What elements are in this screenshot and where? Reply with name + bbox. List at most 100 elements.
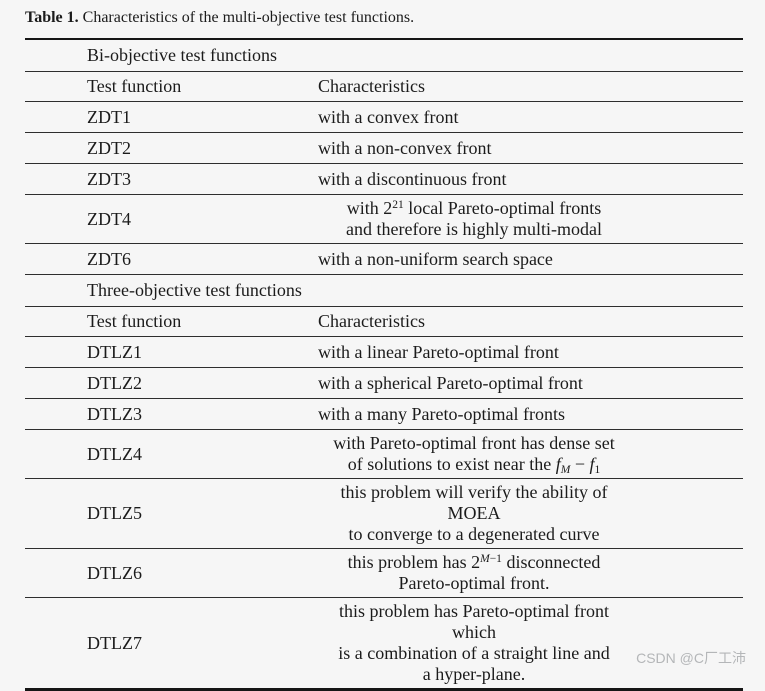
text-line: with a non-convex front xyxy=(318,138,743,159)
superscript-text: −1 xyxy=(489,553,502,565)
subscript-text: 1 xyxy=(594,464,601,476)
characteristics-cell: with a many Pareto-optimal fronts xyxy=(318,404,743,425)
text-segment: local Pareto-optimal fronts xyxy=(403,198,602,218)
text-segment: with a discontinuous front xyxy=(318,168,507,189)
text-segment: disconnected xyxy=(501,552,601,572)
column-header-characteristics-text: Characteristics xyxy=(318,311,425,331)
text-segment: with 2 xyxy=(346,198,393,218)
table-row: DTLZ6 this problem has 2M−1 disconnected P… xyxy=(25,549,743,598)
test-function-name: ZDT2 xyxy=(87,137,131,158)
characteristics-text: with a discontinuous front xyxy=(318,169,743,190)
table-caption-text: Characteristics of the multi-objective t… xyxy=(78,9,415,26)
text-line: and therefore is highly multi-modal xyxy=(318,219,630,240)
characteristics-text: with a non-uniform search space xyxy=(318,249,743,270)
text-segment: with a non-uniform search space xyxy=(318,248,553,269)
text-segment: of solutions to exist near the xyxy=(347,454,556,474)
table-row: ZDT2 with a non-convex front xyxy=(25,133,743,164)
text-line: with a discontinuous front xyxy=(318,169,743,190)
section-header-row: Three-objective test functions xyxy=(25,275,743,307)
characteristics-cell: with a discontinuous front xyxy=(318,169,743,190)
column-header-characteristics-text: Characteristics xyxy=(318,76,425,96)
characteristics-cell: this problem will verify the ability of … xyxy=(318,482,743,545)
column-header-characteristics: Characteristics xyxy=(318,76,743,97)
test-function-name: DTLZ1 xyxy=(87,341,142,362)
characteristics-text: with a spherical Pareto-optimal front xyxy=(318,373,743,394)
text-line: with a many Pareto-optimal fronts xyxy=(318,404,743,425)
characteristics-text: with 221 local Pareto-optimal fronts and … xyxy=(318,198,630,240)
text-line: with a convex front xyxy=(318,107,743,128)
test-function-name: ZDT1 xyxy=(87,106,131,127)
text-line: with Pareto-optimal front has dense set xyxy=(318,433,630,454)
text-segment: is a combination of a straight line and xyxy=(338,643,610,663)
characteristics-cell: with a non-convex front xyxy=(318,138,743,159)
text-line: with a non-uniform search space xyxy=(318,249,743,270)
characteristics-cell: with Pareto-optimal front has dense set o… xyxy=(318,433,743,476)
text-line: this problem will verify the ability of … xyxy=(318,482,630,524)
characteristics-text: with a many Pareto-optimal fronts xyxy=(318,404,743,425)
test-function-name: DTLZ4 xyxy=(87,443,142,464)
test-function-name: DTLZ5 xyxy=(87,503,142,523)
characteristics-cell: with 221 local Pareto-optimal fronts and … xyxy=(318,198,743,240)
characteristics-text: with a convex front xyxy=(318,107,743,128)
text-segment: with a spherical Pareto-optimal front xyxy=(318,372,583,393)
test-function-name: ZDT4 xyxy=(87,208,131,229)
table-row: ZDT1 with a convex front xyxy=(25,102,743,133)
characteristics-cell: with a linear Pareto-optimal front xyxy=(318,342,743,363)
table-caption-label: Table 1. xyxy=(25,9,79,26)
table-row: ZDT3 with a discontinuous front xyxy=(25,164,743,195)
test-function-name: DTLZ3 xyxy=(87,403,142,424)
characteristics-cell: with a convex front xyxy=(318,107,743,128)
characteristics-text: this problem has Pareto-optimal front wh… xyxy=(318,601,630,685)
text-segment: with Pareto-optimal front has dense set xyxy=(333,433,615,453)
characteristics-cell: with a spherical Pareto-optimal front xyxy=(318,373,743,394)
text-line: Pareto-optimal front. xyxy=(318,573,630,594)
text-line: with a linear Pareto-optimal front xyxy=(318,342,743,363)
table-caption: Table 1. Characteristics of the multi-ob… xyxy=(25,9,414,27)
table-row: DTLZ5 this problem will verify the abilit… xyxy=(25,479,743,549)
text-segment: with a linear Pareto-optimal front xyxy=(318,341,559,362)
column-header-characteristics: Characteristics xyxy=(318,311,743,332)
characteristics-text: with a non-convex front xyxy=(318,138,743,159)
table-row: ZDT4 with 221 local Pareto-optimal fronts… xyxy=(25,195,743,244)
text-line: is a combination of a straight line and xyxy=(318,643,630,664)
text-segment: f xyxy=(589,454,595,474)
text-line: to converge to a degenerated curve xyxy=(318,524,630,545)
test-function-name: DTLZ6 xyxy=(87,562,142,583)
characteristics-text: with a linear Pareto-optimal front xyxy=(318,342,743,363)
characteristics-cell: with a non-uniform search space xyxy=(318,249,743,270)
text-segment: − xyxy=(570,454,590,474)
section-header-row: Bi-objective test functions xyxy=(25,40,743,72)
text-segment: this problem has 2 xyxy=(347,552,481,572)
column-header-test-function: Test function xyxy=(87,311,182,331)
test-function-name: ZDT6 xyxy=(87,248,131,269)
text-segment: to converge to a degenerated curve xyxy=(348,524,600,544)
characteristics-text: this problem will verify the ability of … xyxy=(318,482,630,545)
text-segment: with a non-convex front xyxy=(318,137,492,158)
text-segment: this problem will verify the ability of … xyxy=(340,482,608,523)
table: Bi-objective test functions Test function… xyxy=(25,38,743,691)
text-segment: with a many Pareto-optimal fronts xyxy=(318,403,565,424)
test-function-name: ZDT3 xyxy=(87,168,131,189)
table-row: DTLZ1 with a linear Pareto-optimal front xyxy=(25,337,743,368)
text-segment: f xyxy=(555,454,561,474)
table-row: DTLZ2 with a spherical Pareto-optimal fro… xyxy=(25,368,743,399)
table-row: DTLZ7 this problem has Pareto-optimal fro… xyxy=(25,598,743,688)
test-function-name: DTLZ2 xyxy=(87,372,142,393)
column-header-row: Test function Characteristics xyxy=(25,307,743,337)
table-row: DTLZ3 with a many Pareto-optimal fronts xyxy=(25,399,743,430)
section-title: Bi-objective test functions xyxy=(87,45,277,65)
section-title: Three-objective test functions xyxy=(87,280,302,300)
text-segment: with a convex front xyxy=(318,106,459,127)
text-line: this problem has 2M−1 disconnected xyxy=(318,552,630,573)
superscript-text: 21 xyxy=(392,199,404,211)
column-header-row: Test function Characteristics xyxy=(25,72,743,102)
characteristics-cell: this problem has 2M−1 disconnected Pareto… xyxy=(318,552,743,594)
text-segment: Pareto-optimal front. xyxy=(398,573,550,593)
text-segment: and therefore is highly multi-modal xyxy=(346,219,602,239)
subscript-text: M xyxy=(560,464,571,476)
text-segment: this problem has Pareto-optimal front wh… xyxy=(339,601,609,642)
text-line: with a spherical Pareto-optimal front xyxy=(318,373,743,394)
test-function-name: DTLZ7 xyxy=(87,632,142,653)
text-line: of solutions to exist near the fM − f1 xyxy=(318,454,630,476)
characteristics-cell: this problem has Pareto-optimal front wh… xyxy=(318,601,743,685)
